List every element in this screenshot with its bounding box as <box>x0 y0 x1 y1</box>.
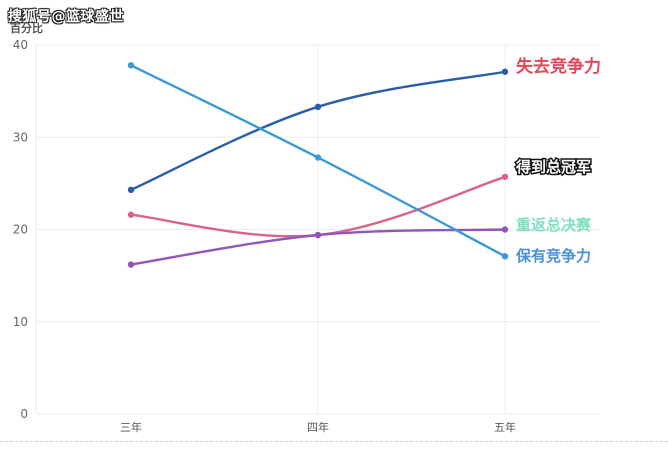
x-tick-label: 五年 <box>494 420 516 434</box>
y-axis-title: 百分比 <box>10 22 43 35</box>
data-point <box>127 211 135 218</box>
y-tick-label: 10 <box>13 315 28 329</box>
y-tick-label: 20 <box>13 223 28 237</box>
data-point <box>501 226 509 233</box>
data-point <box>501 253 509 260</box>
y-tick-label: 0 <box>20 407 28 421</box>
series-label: 保有竞争力 <box>515 247 591 265</box>
watermark: 搜狐号@篮球盛世 <box>8 9 124 25</box>
y-tick-label: 30 <box>13 130 28 144</box>
data-point <box>501 173 509 181</box>
data-point <box>314 103 322 111</box>
series-label: 重返总决赛 <box>516 216 592 234</box>
bottom-divider <box>0 441 668 442</box>
data-point <box>127 261 135 268</box>
data-point <box>127 62 135 69</box>
x-tick-label: 三年 <box>120 420 142 434</box>
y-tick-label: 40 <box>13 38 28 52</box>
series-label: 得到总冠军 <box>515 158 591 176</box>
data-point <box>127 186 135 194</box>
data-point <box>314 231 322 239</box>
series-label: 失去竞争力 <box>516 56 601 77</box>
data-point <box>314 154 322 161</box>
x-tick-label: 四年 <box>307 420 329 434</box>
data-point <box>501 68 509 75</box>
